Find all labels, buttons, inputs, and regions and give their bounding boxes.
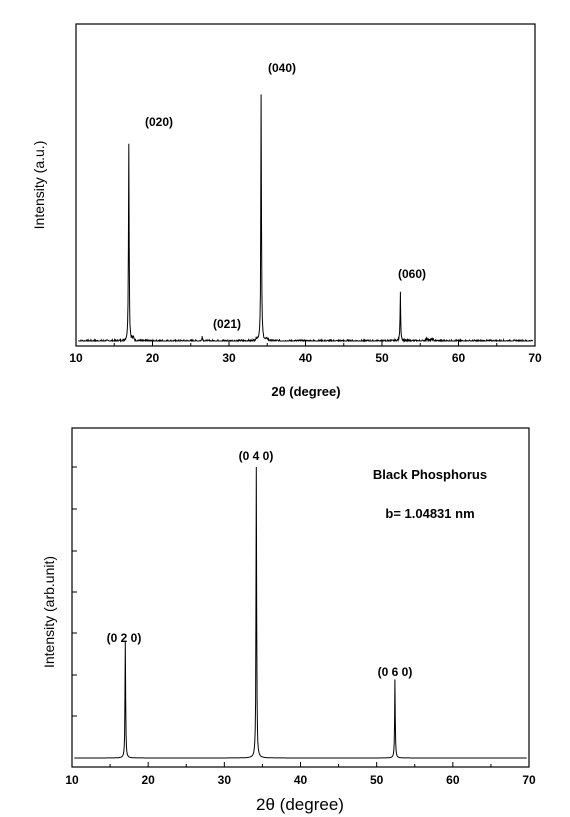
chart-bottom-yticks <box>72 466 77 717</box>
chart-top-xticks: 10 20 30 40 50 60 70 <box>69 341 542 365</box>
x-tick-label: 20 <box>141 773 155 787</box>
x-tick-label: 30 <box>222 351 236 365</box>
x-tick-label: 60 <box>452 351 466 365</box>
x-tick-label: 70 <box>528 351 542 365</box>
chart-top-peak-labels: (020) (021) (040) (060) <box>145 61 426 331</box>
x-tick-label: 40 <box>294 773 308 787</box>
peak-label: (0 6 0) <box>378 665 413 679</box>
x-tick-label: 50 <box>375 351 389 365</box>
x-tick-label: 20 <box>146 351 160 365</box>
x-tick-label: 50 <box>370 773 384 787</box>
x-tick-label: 70 <box>522 773 536 787</box>
peak-label: (040) <box>268 61 296 75</box>
x-tick-label: 10 <box>69 351 83 365</box>
peak-label: (0 2 0) <box>107 631 142 645</box>
chart-bottom-annotation-lattice: b= 1.04831 nm <box>385 506 474 521</box>
peak-label: (021) <box>213 317 241 331</box>
chart-bottom-ylabel: Intensity (arb.unit) <box>41 556 57 668</box>
chart-bottom-xlabel: 2θ (degree) <box>256 795 344 814</box>
x-tick-label: 10 <box>65 773 79 787</box>
chart-bottom-spectrum <box>74 466 527 759</box>
chart-top-frame <box>75 23 536 347</box>
chart-top-spectrum <box>78 94 534 343</box>
peak-label: (060) <box>398 267 426 281</box>
chart-top-xlabel: 2θ (degree) <box>271 384 340 399</box>
chart-top-ylabel: Intensity (a.u.) <box>31 141 47 230</box>
x-tick-label: 30 <box>218 773 232 787</box>
peak-label: (0 4 0) <box>239 449 274 463</box>
chart-bottom-annotation-material: Black Phosphorus <box>373 467 487 482</box>
x-tick-label: 60 <box>446 773 460 787</box>
chart-top: 10 20 30 40 50 60 70 (020) (021) (040) (060) 2θ (… <box>31 23 542 399</box>
chart-bottom: 10 20 30 40 50 60 70 (0 2 0) (0 4 0) (0 6 0) Bla… <box>41 427 536 814</box>
chart-bottom-peak-labels: (0 2 0) (0 4 0) (0 6 0) <box>107 449 413 679</box>
chart-bottom-xticks: 10 20 30 40 50 60 70 <box>65 762 536 787</box>
x-tick-label: 40 <box>299 351 313 365</box>
peak-label: (020) <box>145 115 173 129</box>
